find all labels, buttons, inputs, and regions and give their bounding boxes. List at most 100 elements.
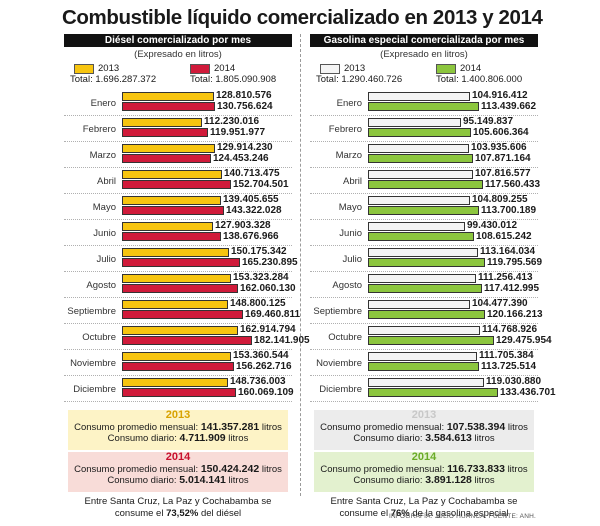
diesel-unit-note: (Expresado en litros) <box>134 49 222 60</box>
diesel-bar-2014 <box>122 336 252 345</box>
gasoline-bar-2014 <box>368 336 494 345</box>
diesel-bar-2013 <box>122 92 214 101</box>
gasoline-value-label-2013: 95.149.837 <box>463 116 514 127</box>
diesel-total-2014: Total: 1.805.090.908 <box>190 74 277 85</box>
diesel-legend-swatch-2013 <box>74 63 94 74</box>
diesel-bar-2013 <box>122 300 228 309</box>
infographic-title: Combustible líquido comercializado en 20… <box>62 6 543 29</box>
gasoline-row: Junio 99.430.012 108.615.242 <box>310 220 538 246</box>
diesel-summary-2013-daily: Consumo diario: 4.711.909 litros <box>68 432 288 445</box>
diesel-value-label-2014: 169.460.811 <box>245 309 301 320</box>
diesel-row: Mayo 139.405.655 143.322.028 <box>64 194 292 220</box>
gasoline-legend-2013: 2013 <box>320 63 365 74</box>
diesel-panel-title: Diésel comercializado por mes <box>64 34 292 47</box>
diesel-bar-2014 <box>122 258 240 267</box>
gasoline-month-label: Septiembre <box>313 306 362 317</box>
diesel-bar-2013 <box>122 144 215 153</box>
gasoline-bar-2014 <box>368 232 474 241</box>
gasoline-value-label-2013: 113.164.034 <box>480 246 536 257</box>
diesel-value-label-2013: 139.405.655 <box>223 194 279 205</box>
diesel-value-label-2014: 152.704.501 <box>233 179 289 190</box>
gasoline-bar-2013 <box>368 300 470 309</box>
gasoline-value-label-2014: 117.560.433 <box>485 179 541 190</box>
diesel-row-separator <box>64 297 292 298</box>
diesel-total-2013: Total: 1.696.287.372 <box>70 74 157 85</box>
gasoline-value-label-2013: 111.256.413 <box>478 272 533 283</box>
gasoline-row: Septiembre 104.477.390 120.166.213 <box>310 298 543 324</box>
diesel-row-separator <box>64 401 292 402</box>
gasoline-month-label: Marzo <box>335 150 362 161</box>
gasoline-value-label-2013: 107.816.577 <box>475 168 531 179</box>
daily-label: Consumo diario: <box>353 433 423 444</box>
unit: litros <box>261 463 282 475</box>
monthly-label: Consumo promedio mensual: <box>74 421 199 433</box>
gasoline-value-label-2014: 107.871.164 <box>475 153 531 164</box>
diesel-month-label: Agosto <box>86 280 116 291</box>
diesel-month-label: Enero <box>90 98 116 109</box>
gasoline-row-separator <box>310 245 538 246</box>
monthly-value: 150.424.242 <box>200 462 260 475</box>
gasoline-total-2013: Total: 1.290.460.726 <box>316 74 403 85</box>
diesel-value-label-2014: 160.069.109 <box>238 387 294 398</box>
diesel-bar-2014 <box>122 128 208 137</box>
diesel-month-label: Octubre <box>82 332 116 343</box>
gasoline-month-label: Mayo <box>338 202 362 213</box>
gasoline-value-label-2013: 119.030.880 <box>486 376 542 387</box>
diesel-legend-label-2013: 2013 <box>98 63 120 74</box>
gasoline-row: Diciembre 119.030.880 133.436.701 <box>310 376 556 402</box>
gasoline-value-label-2013: 104.477.390 <box>472 298 528 309</box>
diesel-value-label-2014: 130.756.624 <box>217 101 273 112</box>
diesel-panel: Diésel comercializado por mes (Expresado… <box>64 34 310 519</box>
diesel-row: Marzo 129.914.230 124.453.246 <box>64 142 292 168</box>
diesel-bar-2014 <box>122 102 215 111</box>
gasoline-legend-2014: 2014 <box>436 63 481 74</box>
diesel-bar-2014 <box>122 180 231 189</box>
gasoline-bar-2013 <box>368 118 461 127</box>
gasoline-row-separator <box>310 141 538 142</box>
diesel-row: Diciembre 148.736.003 160.069.109 <box>64 376 294 402</box>
diesel-summary-2014-monthly: Consumo promedio mensual: 150.424.242 li… <box>68 462 288 476</box>
note-percent: 73,52% <box>166 507 199 519</box>
unit: litros <box>507 463 528 475</box>
gasoline-month-label: Febrero <box>328 124 362 135</box>
diesel-bar-2014 <box>122 154 211 163</box>
diesel-bar-2014 <box>122 284 238 293</box>
gasoline-month-label: Julio <box>342 254 362 265</box>
diesel-summary-2013-monthly: Consumo promedio mensual: 141.357.281 li… <box>68 421 288 434</box>
gasoline-row: Abril 107.816.577 117.560.433 <box>310 168 541 194</box>
gasoline-row: Febrero 95.149.837 105.606.364 <box>310 116 538 142</box>
diesel-row: Septiembre 148.800.125 169.460.811 <box>64 298 300 324</box>
diesel-value-label-2013: 153.323.284 <box>233 272 289 283</box>
diesel-row: Julio 150.175.342 165.230.895 <box>64 246 298 272</box>
unit: litros <box>474 433 495 444</box>
diesel-row-separator <box>64 193 292 194</box>
diesel-month-label: Mayo <box>92 202 116 213</box>
diesel-bar-2014 <box>122 388 236 397</box>
monthly-label: Consumo promedio mensual: <box>320 463 445 475</box>
gasoline-row: Noviembre 111.705.384 113.725.514 <box>310 350 538 376</box>
gasoline-value-label-2014: 113.725.514 <box>481 361 537 372</box>
gasoline-bar-2014 <box>368 284 482 293</box>
gasoline-value-label-2014: 113.700.189 <box>481 205 537 216</box>
gasoline-value-label-2014: 119.795.569 <box>487 257 543 268</box>
gasoline-month-label: Octubre <box>328 332 362 343</box>
gasoline-summary-2013: 2013 Consumo promedio mensual: 107.538.3… <box>314 409 534 450</box>
diesel-row: Noviembre 153.360.544 156.262.716 <box>64 350 292 376</box>
unit: litros <box>474 475 495 486</box>
gasoline-bar-2014 <box>368 388 498 397</box>
gasoline-month-label: Noviembre <box>316 358 362 369</box>
gasoline-legend-swatch-2014 <box>436 63 456 74</box>
gasoline-value-label-2013: 104.916.412 <box>472 90 528 101</box>
gasoline-summary-2014-daily: Consumo diario: 3.891.128 litros <box>314 474 534 487</box>
gasoline-row-separator <box>310 323 538 324</box>
diesel-value-label-2014: 138.676.966 <box>223 231 279 242</box>
gasoline-value-label-2013: 104.809.255 <box>472 194 528 205</box>
diesel-value-label-2014: 156.262.716 <box>236 361 292 372</box>
gasoline-bar-2014 <box>368 362 479 371</box>
gasoline-value-label-2013: 114.768.926 <box>482 324 538 335</box>
gasoline-month-label: Junio <box>339 228 362 239</box>
unit: litros <box>228 433 249 444</box>
gasoline-bar-2014 <box>368 310 485 319</box>
diesel-value-label-2013: 162.914.794 <box>240 324 296 335</box>
gasoline-summary-2013-year: 2013 <box>411 409 437 421</box>
